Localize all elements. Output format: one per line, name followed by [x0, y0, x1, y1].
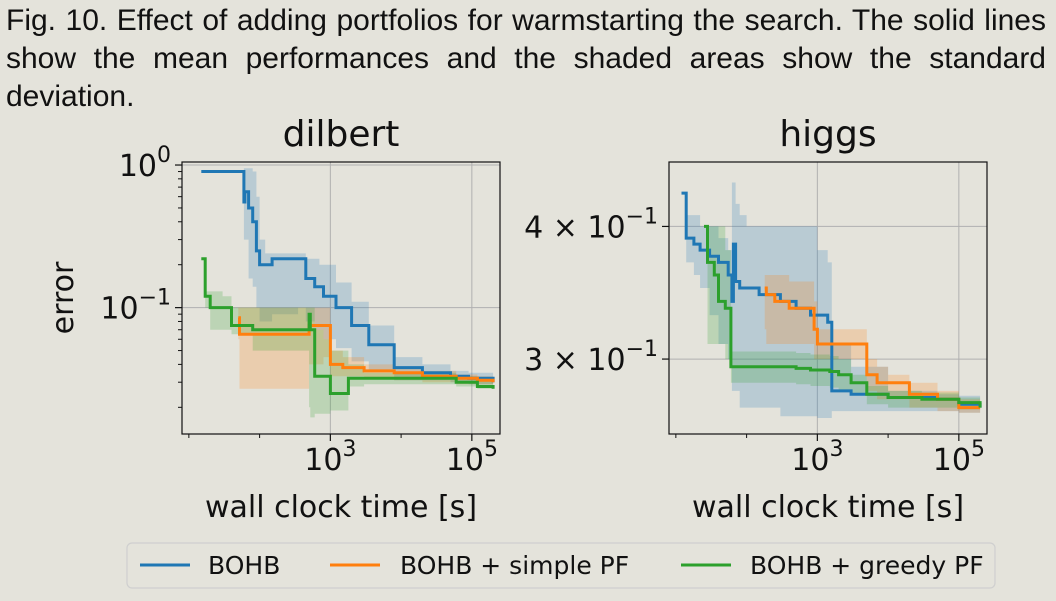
- axes-frame: [181, 161, 501, 435]
- y-tick-label: 100: [119, 143, 171, 184]
- legend-label-2: BOHB + simple PF: [400, 551, 629, 580]
- chart-title: higgs: [779, 114, 876, 155]
- legend: BOHB BOHB + simple PF BOHB + greedy PF: [126, 542, 996, 589]
- chart-higgs: 103 105 4 × 10−1 3 × 10−1 higgs wall clock ti…: [524, 114, 988, 525]
- series-line-2: [238, 316, 495, 383]
- plot-area: [669, 162, 987, 434]
- series-line-3: [704, 224, 982, 408]
- legend-label-1: BOHB: [208, 551, 280, 580]
- series-line-1: [201, 170, 495, 383]
- x-tick-label: 103: [304, 437, 356, 478]
- figure-caption: Fig. 10. Effect of adding portfolios for…: [6, 4, 1046, 113]
- x-tick-label: 105: [446, 437, 498, 478]
- legend-box: [126, 542, 996, 589]
- y-tick-label: 4 × 10−1: [524, 204, 658, 245]
- x-axis-label: wall clock time [s]: [692, 490, 964, 525]
- y-tick-label: 10−1: [100, 286, 171, 327]
- x-tick-label: 103: [791, 437, 843, 478]
- chart-title: dilbert: [283, 114, 400, 155]
- std-band-1: [681, 182, 981, 418]
- x-axis-label: wall clock time [s]: [205, 490, 477, 525]
- legend-label-3: BOHB + greedy PF: [750, 551, 984, 580]
- y-tick-label: 3 × 10−1: [524, 337, 658, 378]
- y-axis-label: error: [46, 261, 81, 334]
- chart-dilbert: 103 105 100 10−1 dilbert wall clock time [s] e…: [46, 114, 501, 525]
- std-band-3: [704, 226, 981, 412]
- axes-frame: [668, 161, 988, 435]
- std-band-1: [201, 168, 494, 387]
- std-band-2: [238, 307, 494, 389]
- plot-area: [182, 162, 500, 434]
- x-tick-label: 105: [933, 437, 985, 478]
- series-line-3: [201, 257, 495, 395]
- series-line-2: [764, 286, 981, 410]
